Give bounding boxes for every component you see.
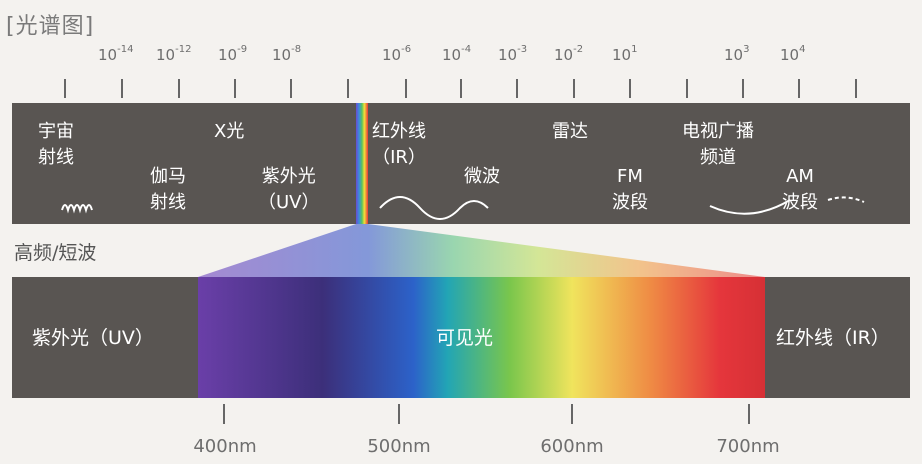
scale-tick: [290, 79, 292, 98]
visible-slit: [356, 103, 368, 224]
wavelength-label: 500nm: [367, 436, 431, 457]
label-microwave: 微波: [464, 166, 500, 187]
wavelength-label: 600nm: [540, 436, 604, 457]
scale-tick: [121, 79, 123, 98]
scale-tick: [742, 79, 744, 98]
wavelength-tick: [398, 404, 400, 424]
label-tv-channel: 电视广播 频道: [682, 121, 754, 168]
scale-tick: [629, 79, 631, 98]
scale-tick: [516, 79, 518, 98]
label-uv-bottom: 紫外光（UV）: [32, 327, 154, 349]
microwave-wave-icon: [379, 196, 489, 220]
scale-label: 10-8: [272, 44, 302, 64]
label-xray: X光: [214, 121, 245, 142]
am-wave-tail-icon: [827, 196, 865, 203]
scale-label: 104: [780, 44, 806, 64]
label-ir-bottom: 红外线（IR）: [776, 327, 890, 349]
scale-tick: [573, 79, 575, 98]
scale-tick: [234, 79, 236, 98]
label-am-band: AM 波段: [782, 166, 818, 213]
am-wave-icon: [709, 199, 791, 215]
wavelength-label: 400nm: [193, 436, 257, 457]
scale-label: 10-4: [442, 44, 472, 64]
wavelength-tick: [223, 404, 225, 424]
em-spectrum-band: [12, 103, 910, 224]
scale-label: 101: [612, 44, 638, 64]
diagram-title: [光谱图]: [6, 14, 95, 39]
scale-tick: [686, 79, 688, 98]
label-cosmic-rays: 宇宙 射线: [38, 121, 74, 168]
label-ir-top: 红外线 （IR）: [372, 121, 426, 168]
label-visible-light: 可见光: [436, 327, 494, 349]
scale-label: 10-9: [218, 44, 248, 64]
wavelength-tick: [571, 404, 573, 424]
short-wave-icon: [61, 204, 93, 214]
scale-tick: [855, 79, 857, 98]
scale-label: 103: [724, 44, 750, 64]
label-fm-band: FM 波段: [612, 166, 648, 213]
label-uv-top: 紫外光 （UV）: [258, 166, 320, 213]
visible-spectrum: [198, 277, 765, 398]
scale-tick: [460, 79, 462, 98]
label-gamma-rays: 伽马 射线: [150, 166, 186, 213]
scale-label: 10-3: [498, 44, 528, 64]
scale-tick: [405, 79, 407, 98]
scale-label: 10-14: [98, 44, 134, 64]
scale-tick: [64, 79, 66, 98]
scale-label: 10-12: [156, 44, 192, 64]
label-high-frequency: 高频/短波: [14, 242, 97, 264]
scale-tick: [178, 79, 180, 98]
spectrum-fan: [198, 224, 765, 277]
scale-tick: [347, 79, 349, 98]
wavelength-label: 700nm: [716, 436, 780, 457]
scale-label: 10-2: [554, 44, 584, 64]
scale-tick: [798, 79, 800, 98]
label-radar: 雷达: [552, 121, 588, 142]
scale-label: 10-6: [382, 44, 412, 64]
wavelength-tick: [748, 404, 750, 424]
